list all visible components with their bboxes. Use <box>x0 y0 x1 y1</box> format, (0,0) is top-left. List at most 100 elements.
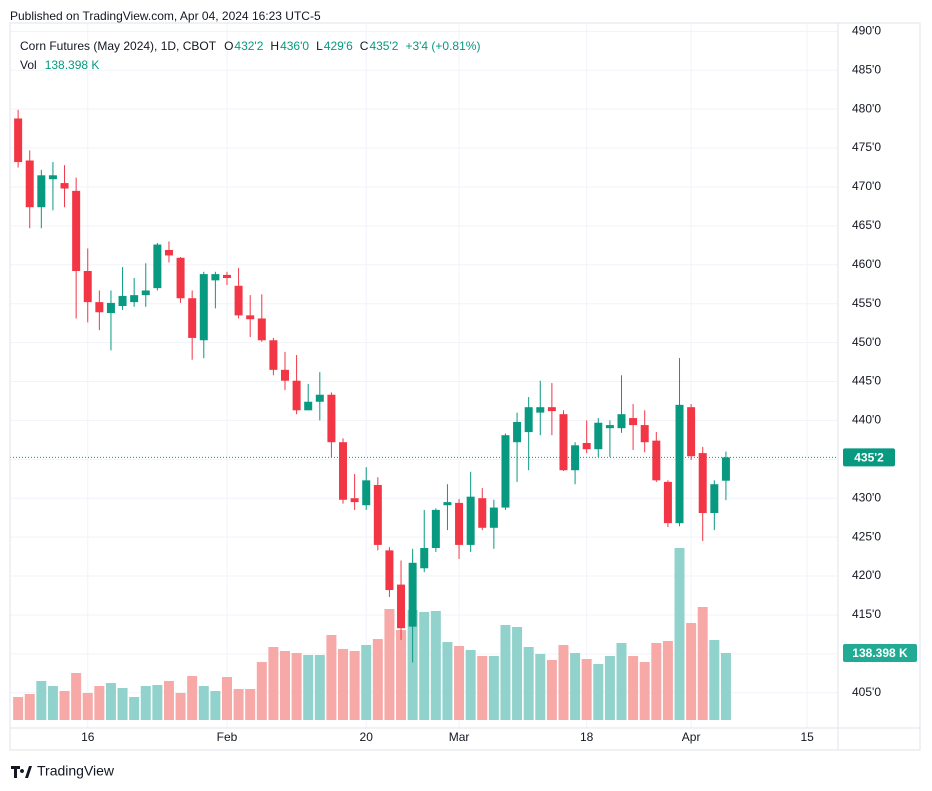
legend-change: +3'4 (+0.81%) <box>405 39 480 53</box>
candle-body <box>37 175 46 208</box>
candle-body <box>339 442 348 500</box>
candle-body <box>629 418 638 426</box>
candle-body <box>698 453 707 514</box>
candle-body <box>257 318 266 341</box>
volume-bar <box>268 647 279 720</box>
legend-value: 436'0 <box>280 39 309 53</box>
candle-body <box>489 507 498 528</box>
candle-body <box>640 425 649 443</box>
candle-body <box>582 442 591 450</box>
legend-value: 435'2 <box>369 39 398 53</box>
legend-key: H <box>270 39 279 53</box>
y-tick-label: 405'0 <box>852 685 881 699</box>
candle-body <box>536 407 545 413</box>
candle-body <box>327 394 336 443</box>
y-tick-label: 470'0 <box>852 179 881 193</box>
footer-logo: TradingView <box>11 763 115 779</box>
candle-body <box>501 435 510 508</box>
candle-body <box>431 509 440 549</box>
volume-bar <box>314 654 325 720</box>
candle-body <box>95 302 104 313</box>
volume-bar <box>454 645 465 720</box>
chart-frame <box>9 22 921 751</box>
volume-bar <box>94 686 105 720</box>
legend-vol-key: Vol <box>20 58 37 72</box>
volume-bar <box>326 635 337 720</box>
volume-bar <box>570 653 581 720</box>
candle-body <box>617 414 626 429</box>
last-volume-badge <box>843 644 917 663</box>
volume-bar <box>616 642 627 720</box>
last-volume-label: 138.398 K <box>852 646 908 660</box>
volume-bar <box>36 680 47 720</box>
x-tick-label: Feb <box>217 730 238 744</box>
candle-body <box>373 484 382 545</box>
y-tick-label: 445'0 <box>852 374 881 388</box>
x-tick-label: 15 <box>800 730 814 744</box>
volume-bar <box>256 662 267 720</box>
volume-bar <box>500 624 511 720</box>
volume-bar <box>198 686 209 720</box>
candle-body <box>188 298 197 338</box>
candle-body <box>153 244 162 289</box>
volume-bar <box>24 694 35 720</box>
candle-body <box>118 295 127 307</box>
y-tick-label: 465'0 <box>852 218 881 232</box>
candle-body <box>281 369 289 381</box>
y-tick-label: 490'0 <box>852 24 881 38</box>
y-tick-label: 440'0 <box>852 413 881 427</box>
candle-body <box>675 404 684 524</box>
volume-bar <box>210 691 221 720</box>
volume-bar <box>488 656 499 720</box>
candle-body <box>83 271 92 303</box>
candle-body <box>605 425 614 429</box>
candle-body <box>362 480 371 506</box>
x-tick-label: 20 <box>360 730 374 744</box>
volume-bar <box>407 609 418 720</box>
volume-bar <box>430 610 441 720</box>
volume-bar <box>13 697 24 720</box>
candle-body <box>559 414 568 471</box>
y-tick-label: 430'0 <box>852 490 881 504</box>
legend-key: L <box>316 39 323 53</box>
x-tick-label: 16 <box>81 730 95 744</box>
time-axis: 16 Feb 20 Mar 18 Apr 15 <box>81 730 814 744</box>
volume-bar <box>233 689 244 720</box>
candle-body <box>455 502 464 545</box>
volume-bar <box>245 689 256 720</box>
volume-bar <box>280 650 290 720</box>
y-tick-label: 425'0 <box>852 529 881 543</box>
logo-icon <box>11 766 32 778</box>
candle-body <box>652 440 661 481</box>
candle-body <box>246 315 255 320</box>
candle-body <box>420 548 429 569</box>
volume-bar <box>546 659 557 720</box>
volume-bar <box>82 692 93 720</box>
published-note: Published on TradingView.com, Apr 04, 20… <box>10 9 321 23</box>
volume-bar <box>535 653 546 720</box>
y-tick-label: 475'0 <box>852 140 881 154</box>
legend-title: Corn Futures (May 2024), 1D, CBOT <box>20 39 217 53</box>
candle-body <box>478 498 487 528</box>
candle-body <box>408 562 417 627</box>
volume-bar <box>349 650 360 720</box>
candle-body <box>60 183 69 189</box>
volume-bar <box>396 630 407 720</box>
volume-bar <box>639 662 650 720</box>
candle-body <box>513 421 522 443</box>
volume-bar <box>604 656 615 720</box>
volume-bar <box>477 656 488 720</box>
volume-bar <box>697 606 708 720</box>
volume-bar <box>152 685 163 720</box>
candle-body <box>211 274 220 281</box>
candle-body <box>524 407 533 433</box>
legend-value: 429'6 <box>324 39 353 53</box>
volume-bar <box>442 642 453 720</box>
legend-vol-value: 138.398 K <box>45 58 100 72</box>
volume-bar <box>163 680 174 720</box>
candle-body <box>466 496 475 545</box>
candle-body <box>176 257 185 299</box>
candle-body <box>164 249 173 256</box>
volume-bar <box>662 641 673 720</box>
